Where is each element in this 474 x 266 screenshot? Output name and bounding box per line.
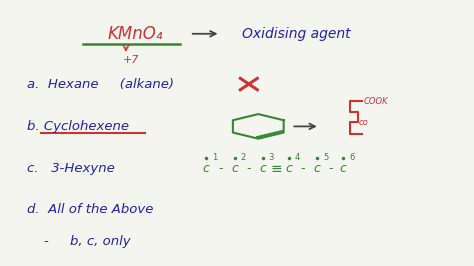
Text: -     b, c, only: - b, c, only xyxy=(27,235,130,248)
Text: c.   3-Hexyne: c. 3-Hexyne xyxy=(27,162,114,175)
Text: 4: 4 xyxy=(295,153,300,162)
Text: Oxidising agent: Oxidising agent xyxy=(242,27,350,41)
Text: b. Cyclohexene: b. Cyclohexene xyxy=(27,120,128,133)
Text: 5: 5 xyxy=(323,153,328,162)
Text: c: c xyxy=(285,162,292,175)
Text: -: - xyxy=(328,162,333,175)
Text: 1: 1 xyxy=(212,153,217,162)
Text: c: c xyxy=(203,162,210,175)
Text: c: c xyxy=(340,162,347,175)
Text: 3: 3 xyxy=(269,153,274,162)
Text: c: c xyxy=(260,162,266,175)
Text: co: co xyxy=(359,118,369,127)
Text: c: c xyxy=(231,162,238,175)
Text: -: - xyxy=(218,162,223,175)
Text: a.  Hexane     (alkane): a. Hexane (alkane) xyxy=(27,78,173,90)
Text: -: - xyxy=(301,162,305,175)
Text: 2: 2 xyxy=(240,153,246,162)
Text: d.  All of the Above: d. All of the Above xyxy=(27,203,153,216)
Text: -: - xyxy=(246,162,251,175)
Text: COOK: COOK xyxy=(363,97,388,106)
Text: c: c xyxy=(314,162,321,175)
Text: KMnO₄: KMnO₄ xyxy=(108,25,163,43)
Text: 6: 6 xyxy=(349,153,355,162)
Text: +7: +7 xyxy=(122,55,139,65)
Text: ≡: ≡ xyxy=(270,162,282,176)
